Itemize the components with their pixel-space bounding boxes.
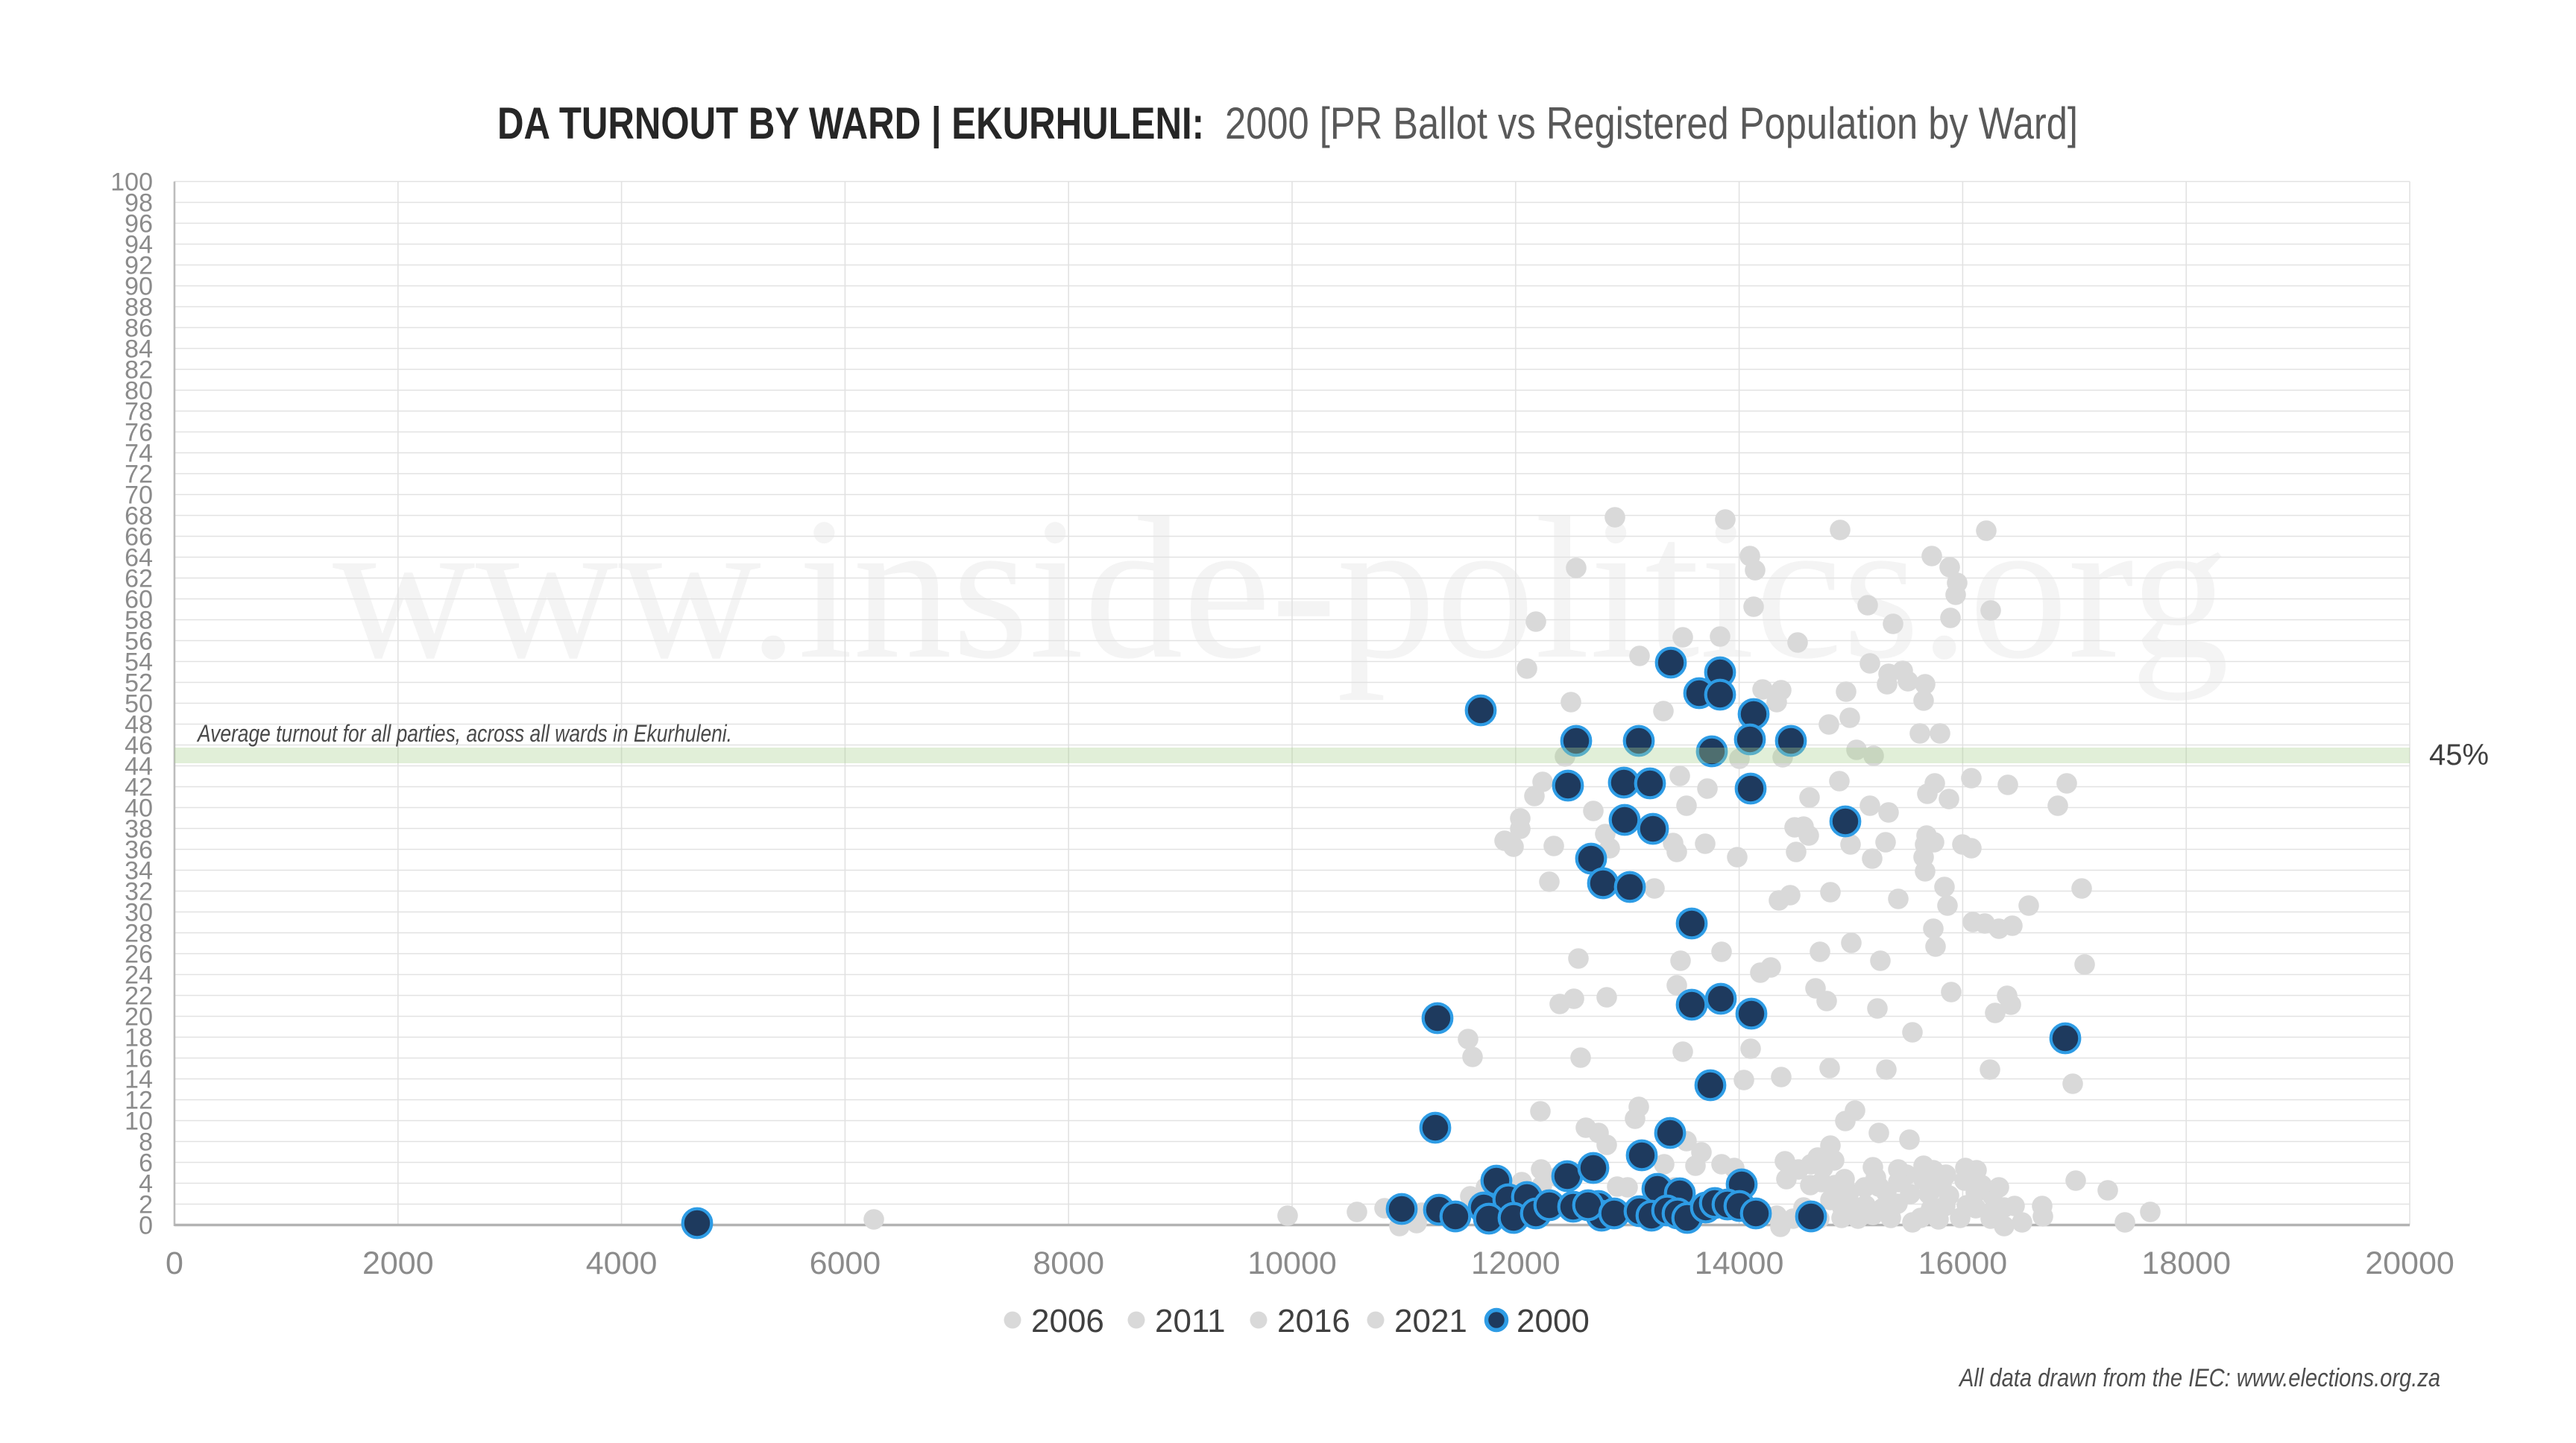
svg-text:32: 32 [125, 878, 153, 906]
svg-text:56: 56 [125, 628, 153, 656]
svg-text:30: 30 [125, 899, 153, 927]
svg-text:10000: 10000 [1247, 1245, 1337, 1281]
svg-text:20000: 20000 [2365, 1245, 2454, 1281]
svg-text:8: 8 [139, 1128, 153, 1157]
svg-text:62: 62 [125, 565, 153, 593]
svg-text:6000: 6000 [810, 1245, 881, 1281]
svg-text:92: 92 [125, 252, 153, 280]
svg-text:60: 60 [125, 586, 153, 614]
svg-text:24: 24 [125, 962, 153, 990]
svg-text:www.inside-politics.org: www.inside-politics.org [333, 476, 2229, 701]
svg-text:66: 66 [125, 523, 153, 552]
svg-text:2000: 2000 [1517, 1303, 1590, 1339]
svg-text:12000: 12000 [1471, 1245, 1561, 1281]
svg-text:0: 0 [139, 1212, 153, 1240]
svg-text:12: 12 [125, 1087, 153, 1115]
svg-text:0: 0 [166, 1245, 183, 1281]
svg-text:2021: 2021 [1394, 1303, 1467, 1339]
svg-text:100: 100 [110, 168, 153, 197]
svg-text:58: 58 [125, 607, 153, 635]
svg-text:20: 20 [125, 1003, 153, 1032]
svg-text:8000: 8000 [1033, 1245, 1104, 1281]
svg-text:22: 22 [125, 982, 153, 1011]
svg-text:DA TURNOUT BY WARD | EKURHULEN: DA TURNOUT BY WARD | EKURHULENI: [497, 98, 1204, 149]
svg-text:64: 64 [125, 544, 153, 572]
svg-text:2000 [PR Ballot vs Registered: 2000 [PR Ballot vs Registered Population… [1225, 98, 2078, 148]
svg-text:2011: 2011 [1155, 1303, 1226, 1339]
svg-text:6: 6 [139, 1149, 153, 1178]
svg-text:72: 72 [125, 461, 153, 489]
svg-text:10: 10 [125, 1108, 153, 1136]
svg-text:84: 84 [125, 335, 153, 364]
svg-text:Average turnout for all partie: Average turnout for all parties, across … [196, 720, 732, 747]
svg-text:34: 34 [125, 857, 153, 885]
svg-text:76: 76 [125, 419, 153, 447]
svg-text:18: 18 [125, 1024, 153, 1052]
svg-text:52: 52 [125, 669, 153, 698]
svg-text:16000: 16000 [1918, 1245, 2008, 1281]
svg-text:2000: 2000 [362, 1245, 434, 1281]
svg-text:All data drawn from the IEC: w: All data drawn from the IEC: www.electio… [1958, 1364, 2440, 1392]
svg-text:42: 42 [125, 774, 153, 802]
svg-text:80: 80 [125, 377, 153, 405]
svg-text:16: 16 [125, 1045, 153, 1073]
svg-text:90: 90 [125, 273, 153, 301]
svg-text:74: 74 [125, 440, 153, 468]
svg-text:96: 96 [125, 210, 153, 239]
svg-text:86: 86 [125, 315, 153, 343]
svg-text:28: 28 [125, 920, 153, 948]
svg-text:2016: 2016 [1277, 1303, 1350, 1339]
svg-text:50: 50 [125, 690, 153, 719]
svg-text:36: 36 [125, 836, 153, 865]
svg-text:2006: 2006 [1031, 1303, 1104, 1339]
svg-text:4: 4 [139, 1170, 153, 1199]
svg-text:4000: 4000 [586, 1245, 658, 1281]
svg-text:44: 44 [125, 753, 153, 781]
svg-text:45%: 45% [2429, 739, 2489, 771]
svg-text:68: 68 [125, 502, 153, 531]
svg-text:94: 94 [125, 231, 153, 259]
svg-text:40: 40 [125, 795, 153, 823]
svg-text:38: 38 [125, 815, 153, 844]
svg-text:18000: 18000 [2141, 1245, 2231, 1281]
svg-text:14000: 14000 [1695, 1245, 1784, 1281]
svg-text:82: 82 [125, 356, 153, 385]
svg-text:88: 88 [125, 294, 153, 322]
svg-text:54: 54 [125, 648, 153, 677]
svg-text:26: 26 [125, 941, 153, 969]
svg-text:46: 46 [125, 732, 153, 760]
svg-text:78: 78 [125, 398, 153, 426]
svg-text:98: 98 [125, 189, 153, 218]
svg-text:48: 48 [125, 711, 153, 739]
svg-text:70: 70 [125, 481, 153, 510]
svg-text:14: 14 [125, 1066, 153, 1094]
svg-text:2: 2 [139, 1191, 153, 1219]
